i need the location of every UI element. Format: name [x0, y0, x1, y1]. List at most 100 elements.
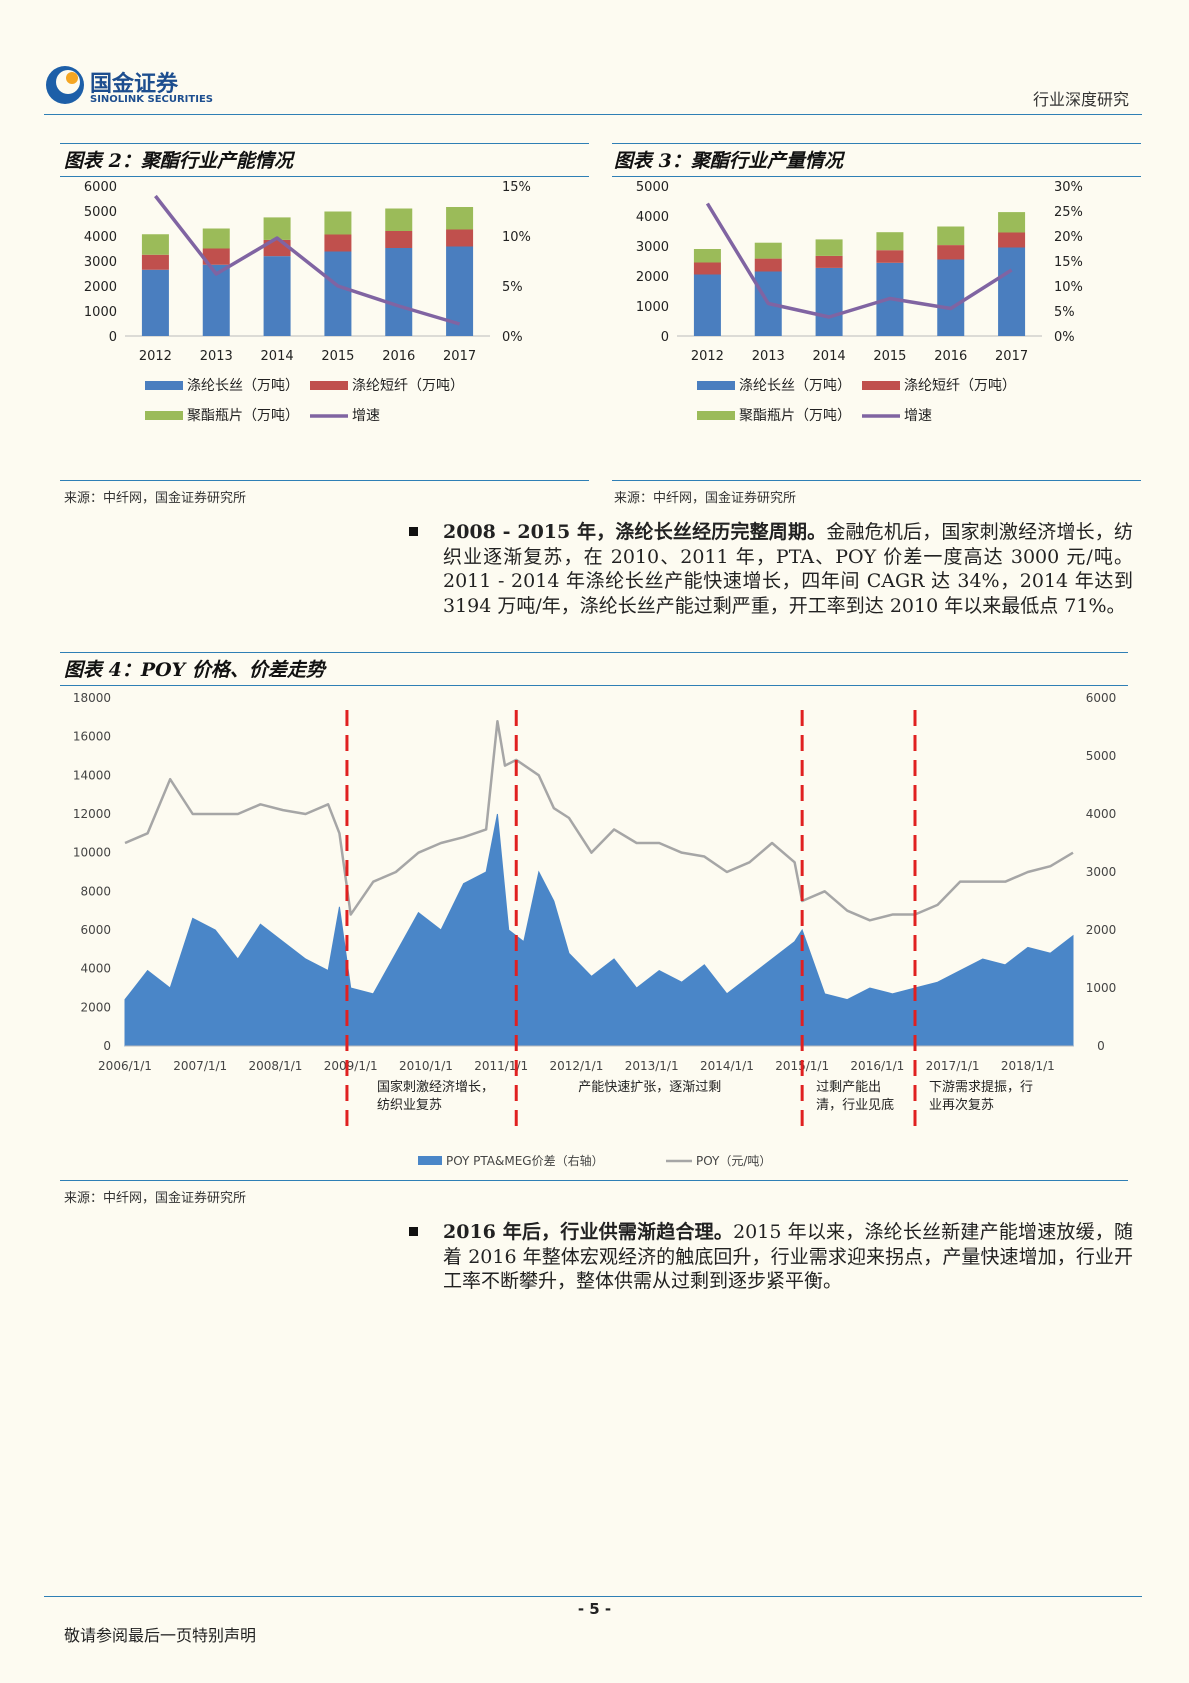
fig4-y2-tick-label: 6000	[1086, 691, 1117, 705]
fig4-annotation-text: 业再次复苏	[929, 1097, 994, 1113]
fig2-title-rule	[60, 176, 589, 177]
fig3-x-tick-label: 2017	[995, 349, 1028, 364]
fig2-bar-2	[202, 228, 230, 249]
fig2-bar-0	[263, 256, 291, 336]
fig2-x-tick-label: 2014	[261, 349, 294, 364]
fig4-x-tick-label: 2013/1/1	[625, 1059, 679, 1073]
fig3-bar-0	[937, 259, 965, 336]
fig2-x-tick-label: 2012	[139, 349, 172, 364]
fig4-x-tick-label: 2010/1/1	[399, 1059, 453, 1073]
fig3-x-tick-label: 2013	[752, 349, 785, 364]
fig2-legend-label: 涤纶短纤（万吨）	[352, 378, 464, 394]
fig2-top-rule	[60, 143, 589, 144]
fig2-bar-2	[263, 217, 291, 240]
fig2-bar-0	[324, 251, 352, 336]
fig2-y-tick-label: 1000	[84, 305, 117, 320]
fig3-bar-0	[693, 274, 721, 336]
fig4-top-rule	[60, 652, 1128, 653]
fig2-y-tick-label: 5000	[84, 205, 117, 220]
fig2-y2-tick-label: 15%	[502, 180, 531, 195]
fig4-poy-line	[124, 719, 1074, 922]
fig4-annotation-text: 国家刺激经济增长，	[377, 1079, 494, 1095]
fig4-y-tick-label: 0	[103, 1039, 111, 1053]
fig3-top-rule	[612, 143, 1141, 144]
fig2-chart: 0 1000 2000 3000 4000 5000 6000 0% 5% 10% 15% 2012 2…	[84, 180, 531, 424]
fig2-legend-label: 聚酯瓶片（万吨）	[187, 408, 299, 424]
fig3-bar-2	[754, 242, 782, 259]
fig3-legend-label: 聚酯瓶片（万吨）	[739, 408, 851, 424]
fig4-title-rule	[60, 685, 1128, 686]
fig4-x-tick-label: 2009/1/1	[324, 1059, 378, 1073]
fig3-y2-tick-label: 20%	[1054, 230, 1083, 245]
fig3-bar-1	[693, 262, 721, 275]
fig3-bar-2	[998, 212, 1026, 233]
fig2-y-tick-label: 0	[109, 330, 117, 345]
fig2-growth-line	[154, 194, 461, 326]
footer-notice: 敬请参阅最后一页特别声明	[64, 1626, 257, 1645]
fig3-y-tick-label: 0	[661, 330, 669, 345]
fig4-x-tick-label: 2007/1/1	[173, 1059, 227, 1073]
fig4-y-tick-label: 6000	[80, 923, 111, 937]
fig3-x-tick-label: 2015	[873, 349, 906, 364]
fig4-y-tick-label: 10000	[73, 846, 111, 860]
fig2-x-tick-label: 2013	[200, 349, 233, 364]
fig2-legend-label: 涤纶长丝（万吨）	[187, 378, 299, 394]
fig3-x-tick-label: 2014	[813, 349, 846, 364]
header-rule	[44, 114, 1142, 115]
fig4-x-tick-label: 2014/1/1	[700, 1059, 754, 1073]
fig2-bar-2	[446, 207, 474, 230]
fig3-y2-tick-label: 25%	[1054, 205, 1083, 220]
fig3-title-rule	[612, 176, 1141, 177]
fig2-legend-swatch	[310, 381, 348, 390]
fig3-bar-1	[937, 245, 965, 260]
fig3-bar-1	[876, 250, 904, 263]
fig4-annotation-text: 过剩产能出	[816, 1080, 881, 1095]
fig3-bar-1	[998, 232, 1026, 248]
logo-en: SINOLINK SECURITIES	[90, 94, 213, 105]
fig4-annotation-text: 纺织业复苏	[377, 1097, 442, 1113]
fig4-x-tick-label: 2018/1/1	[1001, 1059, 1055, 1073]
fig4-x-tick-label: 2017/1/1	[926, 1059, 980, 1073]
fig2-bar-1	[202, 248, 230, 265]
fig3-bar-1	[754, 258, 782, 272]
fig3-bar-2	[937, 226, 965, 246]
fig2-y-tick-label: 3000	[84, 255, 117, 270]
fig4-y-tick-label: 2000	[80, 1000, 111, 1014]
fig3-bar-0	[998, 247, 1026, 336]
fig4-y-tick-label: 14000	[73, 768, 111, 782]
fig3-bar-0	[815, 267, 843, 336]
fig3-y2-tick-label: 0%	[1054, 330, 1075, 345]
fig2-y-tick-label: 6000	[84, 180, 117, 195]
fig4-source: 来源：中纤网，国金证券研究所	[64, 1191, 247, 1206]
fig2-y2-tick-label: 5%	[502, 280, 523, 295]
para2-bullet	[409, 1227, 418, 1236]
fig2-title: 图表 2：聚酯行业产能情况	[64, 150, 293, 172]
fig2-bar-0	[385, 248, 413, 336]
fig3-legend-swatch	[697, 381, 735, 390]
fig4-title: 图表 4：POY 价格、价差走势	[64, 659, 325, 681]
fig4-x-tick-label: 2011/1/1	[474, 1059, 528, 1073]
fig2-y-tick-label: 2000	[84, 280, 117, 295]
fig4-y-tick-label: 12000	[73, 807, 111, 821]
fig2-bottom-rule	[60, 480, 589, 481]
fig3-growth-line	[705, 202, 1013, 319]
fig4-y-tick-label: 8000	[80, 884, 111, 898]
fig2-bar-1	[385, 231, 413, 248]
fig3-y-tick-label: 3000	[636, 240, 669, 255]
fig3-legend-swatch	[697, 411, 735, 420]
logo: 国金证券 SINOLINK SECURITIES	[44, 64, 219, 110]
fig2-y-tick-label: 4000	[84, 230, 117, 245]
para2: 2016 年后，行业供需渐趋合理。2015 年以来，涤纶长丝新建产能增速放缓，随…	[443, 1220, 1133, 1294]
fig4-y2-tick-label: 4000	[1086, 807, 1117, 821]
fig4-legend-swatch	[418, 1156, 442, 1165]
fig3-bar-1	[815, 255, 843, 268]
page-number: - 5 -	[577, 1600, 612, 1618]
fig4-legend-label: POY（元/吨）	[696, 1154, 771, 1168]
fig3-y-tick-label: 2000	[636, 270, 669, 285]
para1-text: 金融危机后，国家刺激经济增长，纺织业逐渐复苏，在 2010、2011 年，PTA…	[443, 521, 1133, 617]
para2-text: 2015 年以来，涤纶长丝新建产能增速放缓，随着 2016 年整体宏观经济的触底…	[443, 1221, 1133, 1292]
para1-lead: 2008 - 2015 年，涤纶长丝经历完整周期。	[443, 521, 827, 543]
fig3-legend-label: 涤纶短纤（万吨）	[904, 378, 1016, 394]
logo-cn: 国金证券	[90, 72, 179, 97]
fig2-bar-0	[202, 264, 230, 336]
